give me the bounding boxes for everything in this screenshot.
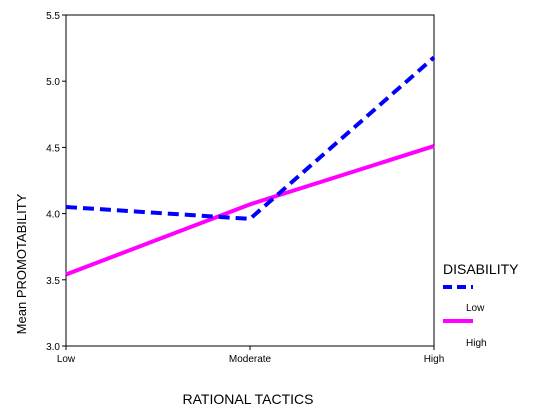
y-tick-label: 5.5 bbox=[46, 11, 60, 22]
plot-frame bbox=[66, 15, 434, 346]
x-tick-label: High bbox=[424, 354, 445, 365]
legend-label-low: Low bbox=[466, 303, 485, 314]
legend-label-high: High bbox=[466, 338, 487, 349]
y-tick-label: 4.0 bbox=[46, 210, 60, 221]
y-tick-label: 5.0 bbox=[46, 77, 60, 88]
y-tick-label: 3.5 bbox=[46, 276, 60, 287]
legend-title: DISABILITY bbox=[443, 261, 519, 277]
x-tick-label: Moderate bbox=[229, 354, 272, 365]
series-line-low bbox=[66, 57, 434, 219]
x-tick-label: Low bbox=[57, 354, 76, 365]
x-axis-label: RATIONAL TACTICS bbox=[183, 391, 314, 407]
y-tick-label: 3.0 bbox=[46, 342, 60, 353]
y-axis-label: Mean PROMOTABILITY bbox=[14, 193, 29, 334]
y-tick-label: 4.5 bbox=[46, 143, 60, 154]
